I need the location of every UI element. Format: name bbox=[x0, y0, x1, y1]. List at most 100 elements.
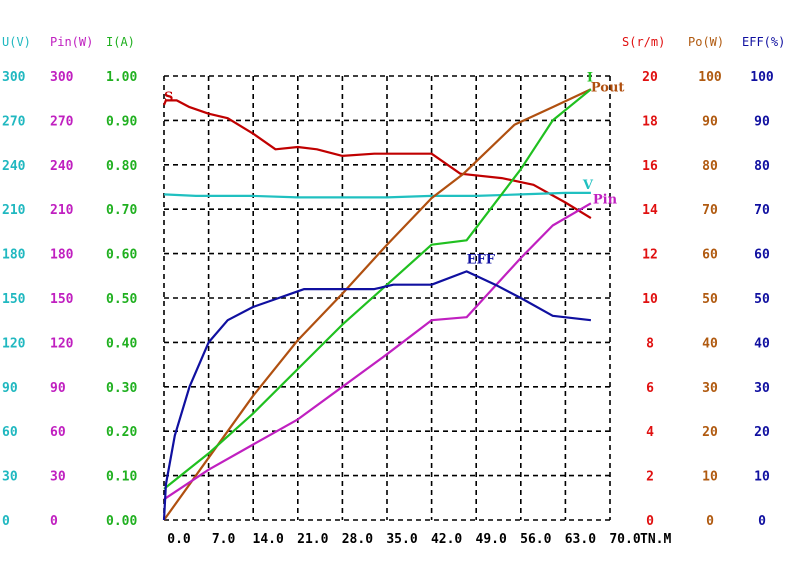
axis-title-pin: Pin(W) bbox=[50, 35, 93, 49]
tick-label-i: 0.20 bbox=[106, 425, 137, 440]
tick-label-pin: 90 bbox=[50, 381, 66, 396]
tick-label-u: 150 bbox=[2, 292, 26, 307]
tick-label-s: 0 bbox=[646, 514, 654, 529]
axis-title-u: U(V) bbox=[2, 35, 31, 49]
tick-label-s: 14 bbox=[642, 203, 658, 218]
tick-label-po: 100 bbox=[698, 70, 722, 85]
tick-label-eff: 100 bbox=[750, 70, 774, 85]
tick-label-po: 0 bbox=[706, 514, 714, 529]
tick-label-u: 270 bbox=[2, 114, 26, 129]
tick-label-eff: 10 bbox=[754, 470, 770, 485]
tick-label-po: 50 bbox=[702, 292, 718, 307]
tick-label-eff: 70 bbox=[754, 203, 770, 218]
axis-title-po: Po(W) bbox=[688, 35, 724, 49]
tick-label-s: 20 bbox=[642, 70, 658, 85]
tick-label-pin: 0 bbox=[50, 514, 58, 529]
tick-label-i: 0.70 bbox=[106, 203, 137, 218]
axis-title-eff: EFF(%) bbox=[742, 35, 785, 49]
tick-label-i: 0.40 bbox=[106, 336, 137, 351]
tick-label-u: 210 bbox=[2, 203, 26, 218]
tick-label-u: 90 bbox=[2, 381, 18, 396]
tick-label-po: 20 bbox=[702, 425, 718, 440]
curve-pout bbox=[163, 88, 592, 521]
tick-label-s: 12 bbox=[642, 248, 658, 263]
tick-label-eff: 60 bbox=[754, 248, 770, 263]
x-axis: 0.0 7.0 14.0 21.0 28.0 35.0 42.0 49.0 56.0 63.0 70… bbox=[167, 532, 671, 547]
tick-label-pin: 300 bbox=[50, 70, 74, 85]
tick-label-pin: 120 bbox=[50, 336, 74, 351]
tick-label-i: 0.10 bbox=[106, 470, 137, 485]
x-tick-label: 28.0 bbox=[342, 532, 373, 547]
tick-label-u: 0 bbox=[2, 514, 10, 529]
tick-label-s: 16 bbox=[642, 159, 658, 174]
tick-label-i: 0.90 bbox=[106, 114, 137, 129]
tick-label-eff: 40 bbox=[754, 336, 770, 351]
tick-label-i: 0.80 bbox=[106, 159, 137, 174]
curve-label-s: S bbox=[164, 90, 173, 105]
curves bbox=[162, 88, 592, 521]
tick-label-i: 0.60 bbox=[106, 248, 137, 263]
tick-label-po: 10 bbox=[702, 470, 718, 485]
plot-grid bbox=[163, 75, 611, 521]
x-tick-label: 7.0 bbox=[212, 532, 236, 547]
curve-label-i: I bbox=[587, 70, 593, 85]
curve-label-v: V bbox=[582, 178, 594, 193]
tick-label-u: 120 bbox=[2, 336, 26, 351]
curve-v bbox=[163, 191, 591, 199]
tick-label-u: 60 bbox=[2, 425, 18, 440]
tick-label-i: 1.00 bbox=[106, 70, 137, 85]
tick-label-pin: 270 bbox=[50, 114, 74, 129]
tick-label-pin: 60 bbox=[50, 425, 66, 440]
tick-label-u: 30 bbox=[2, 470, 18, 485]
right-axes: S(r/m) 0 2 4 6 8 10 12 14 16 18 20 Po(W) 0 10 20 30 40 50 6… bbox=[622, 35, 785, 529]
tick-label-u: 180 bbox=[2, 248, 26, 263]
left-axes: U(V) 0 30 60 90 120 150 180 210 240 270 300 Pin(W) 0 3… bbox=[2, 35, 137, 529]
x-tick-label: 14.0 bbox=[253, 532, 284, 547]
tick-label-i: 0.50 bbox=[106, 292, 137, 307]
x-axis-label: TN.M bbox=[640, 532, 671, 547]
tick-label-eff: 20 bbox=[754, 425, 770, 440]
curve-label-pout: Pout bbox=[591, 80, 625, 95]
tick-label-po: 70 bbox=[702, 203, 718, 218]
tick-label-s: 4 bbox=[646, 425, 654, 440]
tick-label-pin: 240 bbox=[50, 159, 74, 174]
tick-label-eff: 50 bbox=[754, 292, 770, 307]
tick-label-po: 30 bbox=[702, 381, 718, 396]
x-tick-label: 70.0 bbox=[609, 532, 640, 547]
tick-label-eff: 90 bbox=[754, 114, 770, 129]
curve-s bbox=[162, 99, 592, 220]
curve-eff bbox=[162, 270, 592, 521]
tick-label-pin: 30 bbox=[50, 470, 66, 485]
tick-label-u: 300 bbox=[2, 70, 26, 85]
x-tick-label: 42.0 bbox=[431, 532, 462, 547]
tick-label-s: 6 bbox=[646, 381, 654, 396]
tick-label-eff: 30 bbox=[754, 381, 770, 396]
tick-label-pin: 180 bbox=[50, 248, 74, 263]
x-tick-label: 21.0 bbox=[297, 532, 328, 547]
tick-label-s: 2 bbox=[646, 470, 654, 485]
tick-label-s: 10 bbox=[642, 292, 658, 307]
x-tick-label: 56.0 bbox=[520, 532, 551, 547]
axis-title-i: I(A) bbox=[106, 35, 135, 49]
curve-i bbox=[163, 88, 592, 490]
curve-label-eff: EFF bbox=[467, 252, 496, 267]
tick-label-i: 0.30 bbox=[106, 381, 137, 396]
tick-label-po: 60 bbox=[702, 248, 718, 263]
axis-title-s: S(r/m) bbox=[622, 35, 665, 49]
tick-label-s: 18 bbox=[642, 114, 658, 129]
curve-pin bbox=[163, 202, 592, 501]
x-tick-label: 0.0 bbox=[167, 532, 191, 547]
tick-label-u: 240 bbox=[2, 159, 26, 174]
tick-label-pin: 210 bbox=[50, 203, 74, 218]
tick-label-po: 90 bbox=[702, 114, 718, 129]
tick-label-i: 0.00 bbox=[106, 514, 137, 529]
x-tick-label: 35.0 bbox=[386, 532, 417, 547]
x-tick-label: 49.0 bbox=[476, 532, 507, 547]
curve-label-pin: Pin bbox=[593, 192, 618, 207]
tick-label-eff: 80 bbox=[754, 159, 770, 174]
tick-label-pin: 150 bbox=[50, 292, 74, 307]
tick-label-s: 8 bbox=[646, 336, 654, 351]
tick-label-eff: 0 bbox=[758, 514, 766, 529]
